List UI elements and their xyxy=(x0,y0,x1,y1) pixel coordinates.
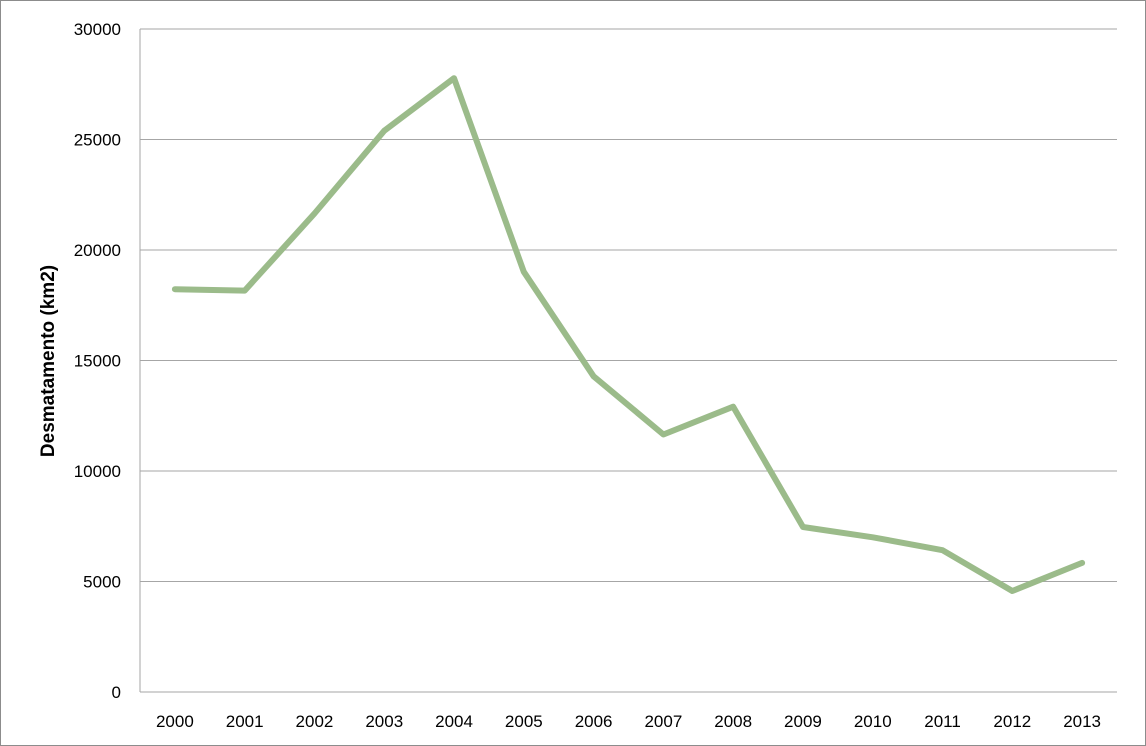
series-group xyxy=(171,75,1086,594)
x-tick-label: 2010 xyxy=(854,712,892,731)
x-tick-label: 2002 xyxy=(296,712,334,731)
y-tick-label: 0 xyxy=(112,683,121,702)
y-axis-title: Desmatamento (km2) xyxy=(38,265,59,457)
gridlines xyxy=(140,28,1117,582)
x-tick-label: 2011 xyxy=(924,712,961,731)
y-tick-label: 5000 xyxy=(83,573,121,592)
y-tick-labels: 0 5000 10000 15000 20000 25000 30000 xyxy=(74,20,121,702)
x-tick-label: 2001 xyxy=(226,712,264,731)
series-line-0 xyxy=(171,75,1086,594)
x-tick-label: 2000 xyxy=(156,712,194,731)
y-tick-label: 30000 xyxy=(74,20,121,39)
axes xyxy=(139,29,1117,693)
x-tick-label: 2008 xyxy=(714,712,752,731)
x-tick-label: 2003 xyxy=(365,712,403,731)
y-tick-label: 15000 xyxy=(74,352,121,371)
y-tick-label: 10000 xyxy=(74,462,121,481)
y-tick-label: 20000 xyxy=(74,241,121,260)
x-tick-label: 2006 xyxy=(575,712,613,731)
y-tick-label: 25000 xyxy=(74,131,121,150)
x-tick-label: 2012 xyxy=(993,712,1031,731)
x-tick-label: 2009 xyxy=(784,712,822,731)
x-tick-label: 2005 xyxy=(505,712,543,731)
x-tick-label: 2007 xyxy=(644,712,682,731)
x-tick-label: 2004 xyxy=(435,712,473,731)
x-tick-labels: 2000 2001 2002 2003 2004 2005 2006 2007 2008 2009… xyxy=(156,712,1101,731)
x-tick-label: 2013 xyxy=(1063,712,1101,731)
